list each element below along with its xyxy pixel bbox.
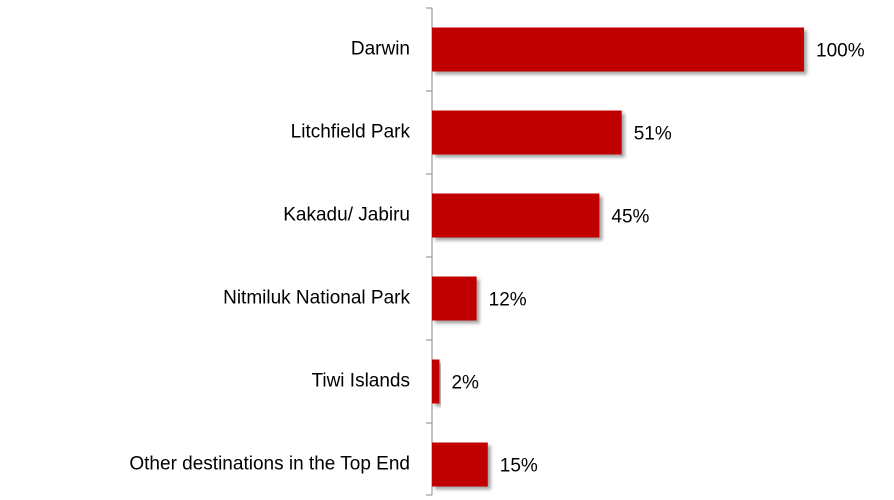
value-label: 12% (489, 290, 527, 311)
bar (432, 276, 477, 321)
bar (432, 193, 600, 238)
category-label: Litchfield Park (291, 122, 411, 143)
value-label: 100% (816, 41, 865, 62)
value-label: 45% (611, 207, 649, 228)
bar (432, 359, 440, 404)
bar (432, 27, 804, 72)
value-label: 2% (451, 373, 479, 394)
category-label: Nitmiluk National Park (223, 288, 410, 309)
value-label: 51% (634, 124, 672, 145)
bar (432, 442, 488, 487)
category-label: Darwin (351, 39, 410, 60)
bar (432, 110, 622, 155)
category-label: Kakadu/ Jabiru (283, 205, 410, 226)
category-label: Other destinations in the Top End (129, 454, 410, 475)
value-label: 15% (500, 456, 538, 477)
category-label: Tiwi Islands (311, 371, 410, 392)
